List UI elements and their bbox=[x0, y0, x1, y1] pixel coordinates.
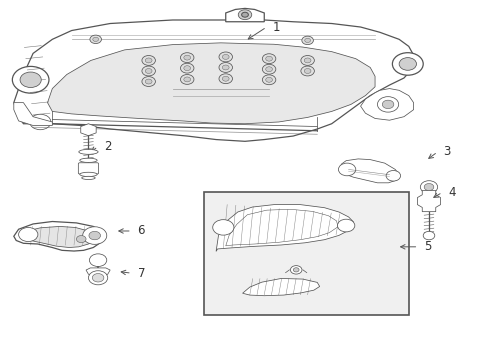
Ellipse shape bbox=[80, 172, 97, 176]
Circle shape bbox=[423, 231, 435, 240]
Polygon shape bbox=[14, 18, 414, 141]
Circle shape bbox=[301, 55, 315, 66]
Circle shape bbox=[424, 184, 434, 190]
Circle shape bbox=[89, 231, 100, 240]
Circle shape bbox=[76, 235, 86, 243]
Circle shape bbox=[304, 68, 311, 73]
Polygon shape bbox=[361, 89, 414, 120]
Circle shape bbox=[304, 58, 311, 63]
Circle shape bbox=[392, 53, 423, 75]
Circle shape bbox=[20, 72, 41, 87]
Circle shape bbox=[180, 63, 194, 73]
Circle shape bbox=[146, 68, 152, 73]
Circle shape bbox=[382, 100, 394, 109]
Text: 3: 3 bbox=[443, 145, 451, 158]
Circle shape bbox=[12, 66, 49, 93]
Circle shape bbox=[238, 10, 252, 20]
Text: 1: 1 bbox=[272, 21, 280, 33]
Circle shape bbox=[291, 266, 302, 274]
Circle shape bbox=[90, 35, 101, 44]
Circle shape bbox=[262, 54, 276, 64]
FancyBboxPatch shape bbox=[78, 163, 98, 174]
Text: 4: 4 bbox=[448, 186, 456, 199]
Circle shape bbox=[420, 181, 438, 193]
Circle shape bbox=[377, 96, 399, 112]
Text: 6: 6 bbox=[138, 225, 145, 238]
Circle shape bbox=[30, 114, 51, 130]
Circle shape bbox=[146, 79, 152, 84]
Circle shape bbox=[301, 66, 315, 76]
Circle shape bbox=[142, 66, 155, 76]
Polygon shape bbox=[216, 204, 353, 251]
Circle shape bbox=[213, 220, 234, 235]
Polygon shape bbox=[48, 43, 375, 124]
Polygon shape bbox=[14, 221, 104, 251]
Polygon shape bbox=[86, 268, 110, 276]
Circle shape bbox=[184, 66, 191, 71]
Circle shape bbox=[302, 36, 314, 45]
Circle shape bbox=[219, 63, 232, 72]
Polygon shape bbox=[81, 124, 96, 136]
Circle shape bbox=[146, 58, 152, 63]
Circle shape bbox=[184, 77, 191, 82]
Circle shape bbox=[266, 67, 272, 72]
Circle shape bbox=[338, 219, 355, 232]
Circle shape bbox=[83, 227, 107, 244]
Circle shape bbox=[180, 75, 194, 84]
Polygon shape bbox=[417, 190, 441, 212]
Circle shape bbox=[180, 53, 194, 63]
Circle shape bbox=[19, 228, 38, 242]
Ellipse shape bbox=[82, 176, 95, 180]
Circle shape bbox=[142, 55, 155, 66]
Text: 2: 2 bbox=[104, 140, 111, 153]
Circle shape bbox=[399, 58, 416, 70]
Circle shape bbox=[305, 38, 311, 42]
Circle shape bbox=[266, 77, 272, 82]
Ellipse shape bbox=[80, 158, 97, 162]
Circle shape bbox=[184, 55, 191, 60]
Circle shape bbox=[242, 12, 248, 17]
Polygon shape bbox=[226, 8, 264, 22]
Polygon shape bbox=[341, 159, 399, 183]
Circle shape bbox=[262, 64, 276, 74]
Circle shape bbox=[294, 268, 299, 272]
Circle shape bbox=[142, 77, 155, 86]
Circle shape bbox=[89, 254, 107, 266]
Polygon shape bbox=[14, 103, 52, 126]
Circle shape bbox=[262, 75, 276, 85]
Polygon shape bbox=[23, 226, 95, 248]
Circle shape bbox=[219, 74, 232, 84]
Bar bbox=[204, 192, 409, 315]
Text: 5: 5 bbox=[424, 240, 432, 253]
Ellipse shape bbox=[79, 149, 98, 154]
Polygon shape bbox=[243, 279, 319, 296]
Circle shape bbox=[92, 274, 104, 282]
Circle shape bbox=[386, 171, 401, 181]
Circle shape bbox=[222, 54, 229, 59]
Circle shape bbox=[266, 56, 272, 61]
Circle shape bbox=[89, 271, 108, 285]
Circle shape bbox=[222, 65, 229, 70]
Circle shape bbox=[219, 52, 232, 62]
Text: 7: 7 bbox=[138, 267, 145, 280]
Circle shape bbox=[93, 37, 98, 41]
Circle shape bbox=[222, 76, 229, 81]
Circle shape bbox=[339, 163, 356, 176]
